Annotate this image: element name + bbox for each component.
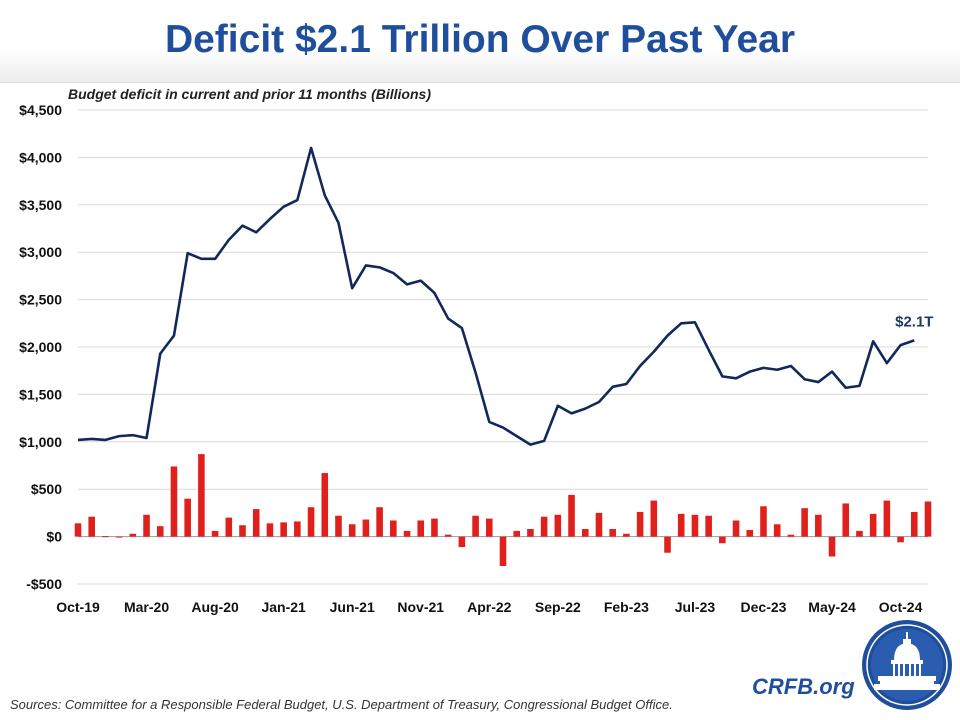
deficit-bar [595, 512, 603, 537]
deficit-bar [335, 515, 342, 537]
deficit-bar [417, 520, 425, 537]
deficit-bar [431, 518, 438, 537]
x-tick-label: Jul-23 [675, 599, 716, 615]
deficit-bar [266, 523, 274, 537]
y-tick-label: $1,000 [19, 434, 62, 450]
deficit-bar [801, 508, 808, 537]
deficit-bar [225, 517, 233, 537]
deficit-bar [156, 526, 164, 537]
y-tick-label: $3,500 [19, 197, 62, 213]
deficit-bar [390, 520, 397, 537]
deficit-bar [787, 534, 795, 537]
y-tick-label: $4,000 [19, 149, 62, 165]
deficit-bar [170, 466, 178, 537]
annotation-label: $2.1T [895, 313, 933, 330]
deficit-bar [568, 494, 575, 537]
deficit-bar [115, 536, 123, 538]
deficit-bar [348, 524, 356, 537]
deficit-bar [307, 507, 315, 537]
deficit-bar [403, 530, 411, 537]
deficit-bar [239, 525, 246, 537]
y-tick-label: $500 [31, 481, 62, 497]
deficit-bar [143, 514, 150, 537]
deficit-bar [842, 503, 850, 537]
deficit-bar [856, 530, 863, 537]
deficit-bar [444, 534, 452, 537]
deficit-bar [773, 524, 781, 537]
deficit-bar [554, 514, 562, 537]
deficit-bar [198, 454, 205, 537]
deficit-bar [664, 536, 671, 553]
deficit-bar [280, 522, 287, 537]
deficit-bar [499, 536, 507, 566]
deficit-bar [184, 498, 191, 537]
x-tick-label: Oct-24 [879, 599, 923, 615]
deficit-bar [609, 529, 616, 537]
y-tick-label: $0 [46, 529, 62, 545]
x-tick-label: Dec-23 [741, 599, 787, 615]
y-tick-label: $3,000 [19, 244, 62, 260]
x-tick-label: Oct-19 [56, 599, 100, 615]
deficit-bar [746, 529, 754, 537]
deficit-bar [924, 501, 932, 537]
chart-subtitle: Budget deficit in current and prior 11 m… [68, 86, 431, 102]
deficit-bar [362, 519, 370, 537]
y-tick-label: $4,500 [19, 102, 62, 118]
deficit-bar [705, 515, 712, 537]
deficit-bar [623, 533, 630, 537]
source-note: Sources: Committee for a Responsible Fed… [10, 697, 673, 712]
deficit-bar [883, 500, 891, 537]
deficit-bar [719, 536, 726, 544]
x-tick-label: Apr-22 [467, 599, 512, 615]
deficit-bar [211, 530, 219, 537]
deficit-bar [321, 473, 329, 537]
deficit-bar [581, 529, 589, 537]
deficit-bar [650, 500, 658, 537]
x-tick-label: Jan-21 [261, 599, 306, 615]
deficit-bar [376, 507, 383, 537]
title-band [0, 0, 960, 83]
deficit-bar [513, 530, 520, 537]
deficit-bar [486, 518, 493, 537]
deficit-bar [102, 536, 109, 538]
deficit-bar [760, 506, 767, 537]
deficit-bar [815, 514, 822, 537]
deficit-bar [88, 516, 95, 537]
deficit-bar [129, 533, 137, 537]
y-tick-label: $2,000 [19, 339, 62, 355]
x-tick-label: May-24 [808, 599, 856, 615]
deficit-bar [540, 516, 548, 537]
deficit-bar [677, 513, 685, 537]
deficit-bar [732, 520, 740, 537]
deficit-bar [691, 514, 699, 537]
x-tick-label: Nov-21 [397, 599, 444, 615]
brand-link[interactable]: CRFB.org [752, 674, 855, 699]
deficit-bar [527, 529, 534, 537]
chart-title: Deficit $2.1 Trillion Over Past Year [164, 18, 796, 61]
rolling-deficit-line [77, 146, 915, 446]
deficit-bar [74, 523, 82, 537]
deficit-bar [869, 513, 877, 537]
deficit-bar [252, 509, 260, 537]
x-tick-label: Aug-20 [191, 599, 239, 615]
y-tick-label: $2,500 [19, 292, 62, 308]
x-tick-label: Feb-23 [604, 599, 649, 615]
y-tick-label: $1,500 [19, 386, 62, 402]
deficit-bar [828, 536, 836, 557]
x-tick-label: Mar-20 [124, 599, 169, 615]
deficit-bar [897, 536, 904, 543]
deficit-bar [911, 511, 918, 537]
deficit-bar [636, 511, 644, 537]
capitol-logo-icon [862, 620, 952, 710]
y-tick-label: -$500 [26, 576, 62, 592]
x-tick-label: Sep-22 [535, 599, 581, 615]
deficit-bar [458, 536, 466, 548]
x-tick-label: Jun-21 [330, 599, 375, 615]
deficit-bar [294, 521, 301, 537]
deficit-bar [472, 515, 479, 537]
